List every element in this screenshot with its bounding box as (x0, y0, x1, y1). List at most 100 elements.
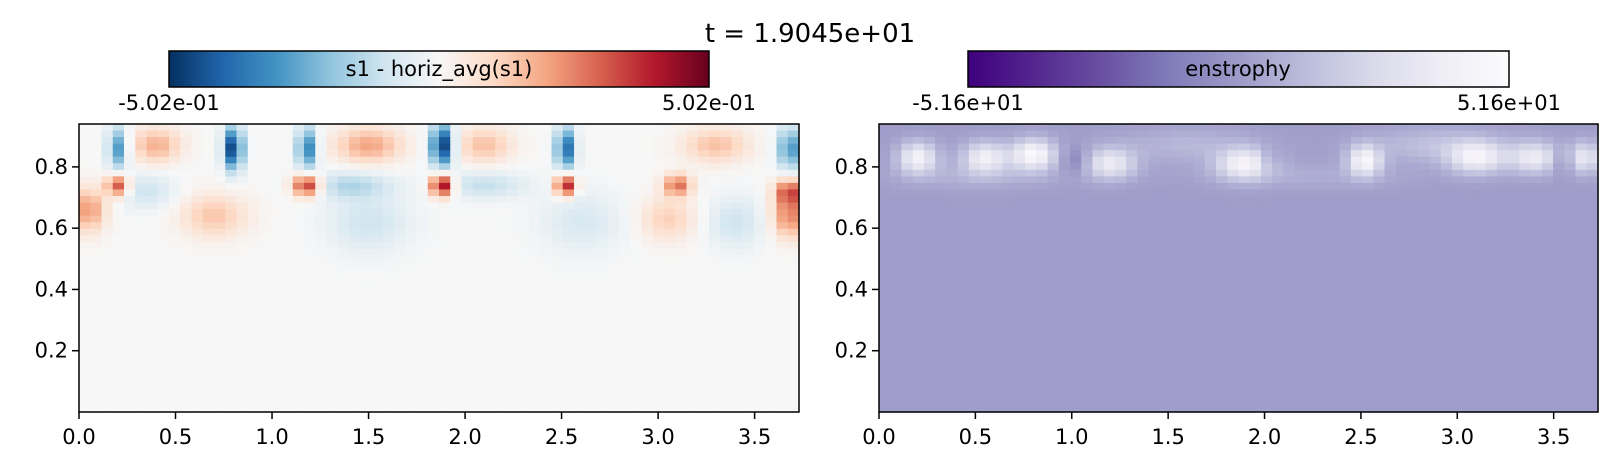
heatmap-cell (1092, 215, 1105, 223)
heatmap-cell (124, 196, 136, 204)
heatmap-cell (214, 130, 226, 138)
heatmap-cell (1541, 268, 1554, 276)
heatmap-cell (371, 320, 384, 328)
heatmap-cell (236, 241, 249, 249)
heatmap-cell (101, 326, 114, 335)
heatmap-cell (1463, 196, 1476, 204)
heatmap-cell (619, 182, 631, 191)
heatmap-cell (292, 274, 305, 282)
heatmap-cell (923, 130, 936, 138)
heatmap-cell (776, 182, 789, 191)
heatmap-cell (180, 366, 193, 374)
heatmap-cell (394, 169, 406, 177)
heatmap-cell (1272, 300, 1285, 308)
heatmap-cell (450, 196, 463, 204)
heatmap-cell (1036, 124, 1049, 132)
heatmap-cell (214, 228, 226, 236)
heatmap-cell (619, 189, 631, 197)
heatmap-cell (405, 150, 418, 158)
heatmap-cell (90, 254, 103, 263)
heatmap-cell (957, 228, 970, 236)
heatmap-cell (1182, 340, 1195, 348)
heatmap-cell (337, 379, 350, 387)
heatmap-cell (686, 196, 699, 204)
heatmap-cell (382, 268, 395, 276)
heatmap-cell (326, 196, 339, 204)
heatmap-cell (1137, 228, 1150, 236)
heatmap-cell (349, 340, 361, 348)
heatmap-cell (664, 340, 676, 348)
heatmap-cell (1171, 326, 1183, 335)
heatmap-cell (79, 150, 91, 158)
heatmap-cell (1013, 163, 1026, 171)
heatmap-cell (742, 176, 755, 184)
heatmap-cell (686, 281, 699, 289)
heatmap-cell (1238, 202, 1251, 210)
heatmap-cell (439, 379, 451, 387)
heatmap-cell (901, 196, 914, 204)
heatmap-cell (112, 300, 125, 308)
heatmap-cell (765, 294, 778, 302)
heatmap-cell (484, 307, 496, 315)
heatmap-cell (1036, 268, 1049, 276)
heatmap-cell (1193, 143, 1206, 151)
heatmap-cell (529, 189, 541, 197)
heatmap-cell (427, 274, 440, 282)
heatmap-cell (742, 261, 755, 269)
heatmap-cell (517, 366, 530, 374)
heatmap-cell (236, 405, 249, 413)
heatmap-cell (1171, 248, 1183, 256)
heatmap-cell (562, 222, 575, 230)
heatmap-cell (349, 130, 361, 138)
heatmap-cell (1272, 320, 1285, 328)
heatmap-cell (169, 202, 181, 210)
heatmap-cell (901, 189, 914, 197)
heatmap-cell (1350, 274, 1363, 282)
heatmap-cell (1328, 268, 1341, 276)
heatmap-cell (1395, 202, 1408, 210)
heatmap-cell (1159, 143, 1172, 151)
heatmap-cell (484, 366, 496, 374)
heatmap-cell (1485, 130, 1498, 138)
heatmap-cell (135, 222, 148, 230)
heatmap-cell (619, 254, 631, 263)
heatmap-cell (709, 392, 721, 400)
heatmap-cell (664, 287, 676, 295)
heatmap-cell (90, 274, 103, 282)
heatmap-cell (135, 346, 148, 354)
heatmap-cell (980, 196, 992, 204)
heatmap-cell (1541, 307, 1554, 315)
heatmap-cell (1586, 222, 1599, 230)
heatmap-cell (957, 235, 970, 243)
heatmap-cell (292, 287, 305, 295)
heatmap-cell (439, 294, 451, 302)
heatmap-cell (1362, 189, 1374, 197)
heatmap-cell (1002, 143, 1015, 151)
heatmap-cell (630, 320, 643, 328)
heatmap-cell (980, 215, 992, 223)
heatmap-cell (1362, 169, 1374, 177)
heatmap-cell (607, 137, 620, 145)
heatmap-cell (641, 215, 654, 223)
heatmap-cell (1294, 169, 1307, 177)
heatmap-cell (957, 248, 970, 256)
heatmap-cell (517, 209, 530, 217)
heatmap-cell (619, 274, 631, 282)
heatmap-cell (630, 281, 643, 289)
heatmap-cell (259, 366, 271, 374)
heatmap-cell (890, 143, 903, 151)
heatmap-cell (270, 202, 283, 210)
heatmap-cell (991, 124, 1004, 132)
heatmap-cell (946, 209, 959, 217)
heatmap-cell (292, 379, 305, 387)
heatmap-cell (304, 163, 316, 171)
heatmap-cell (304, 182, 316, 191)
heatmap-cell (484, 313, 496, 321)
heatmap-cell (935, 254, 947, 263)
heatmap-cell (1272, 274, 1285, 282)
heatmap-cell (1328, 241, 1341, 249)
heatmap-cell (259, 215, 271, 223)
heatmap-cell (630, 196, 643, 204)
heatmap-cell (1463, 209, 1476, 217)
heatmap-cell (1081, 326, 1094, 335)
